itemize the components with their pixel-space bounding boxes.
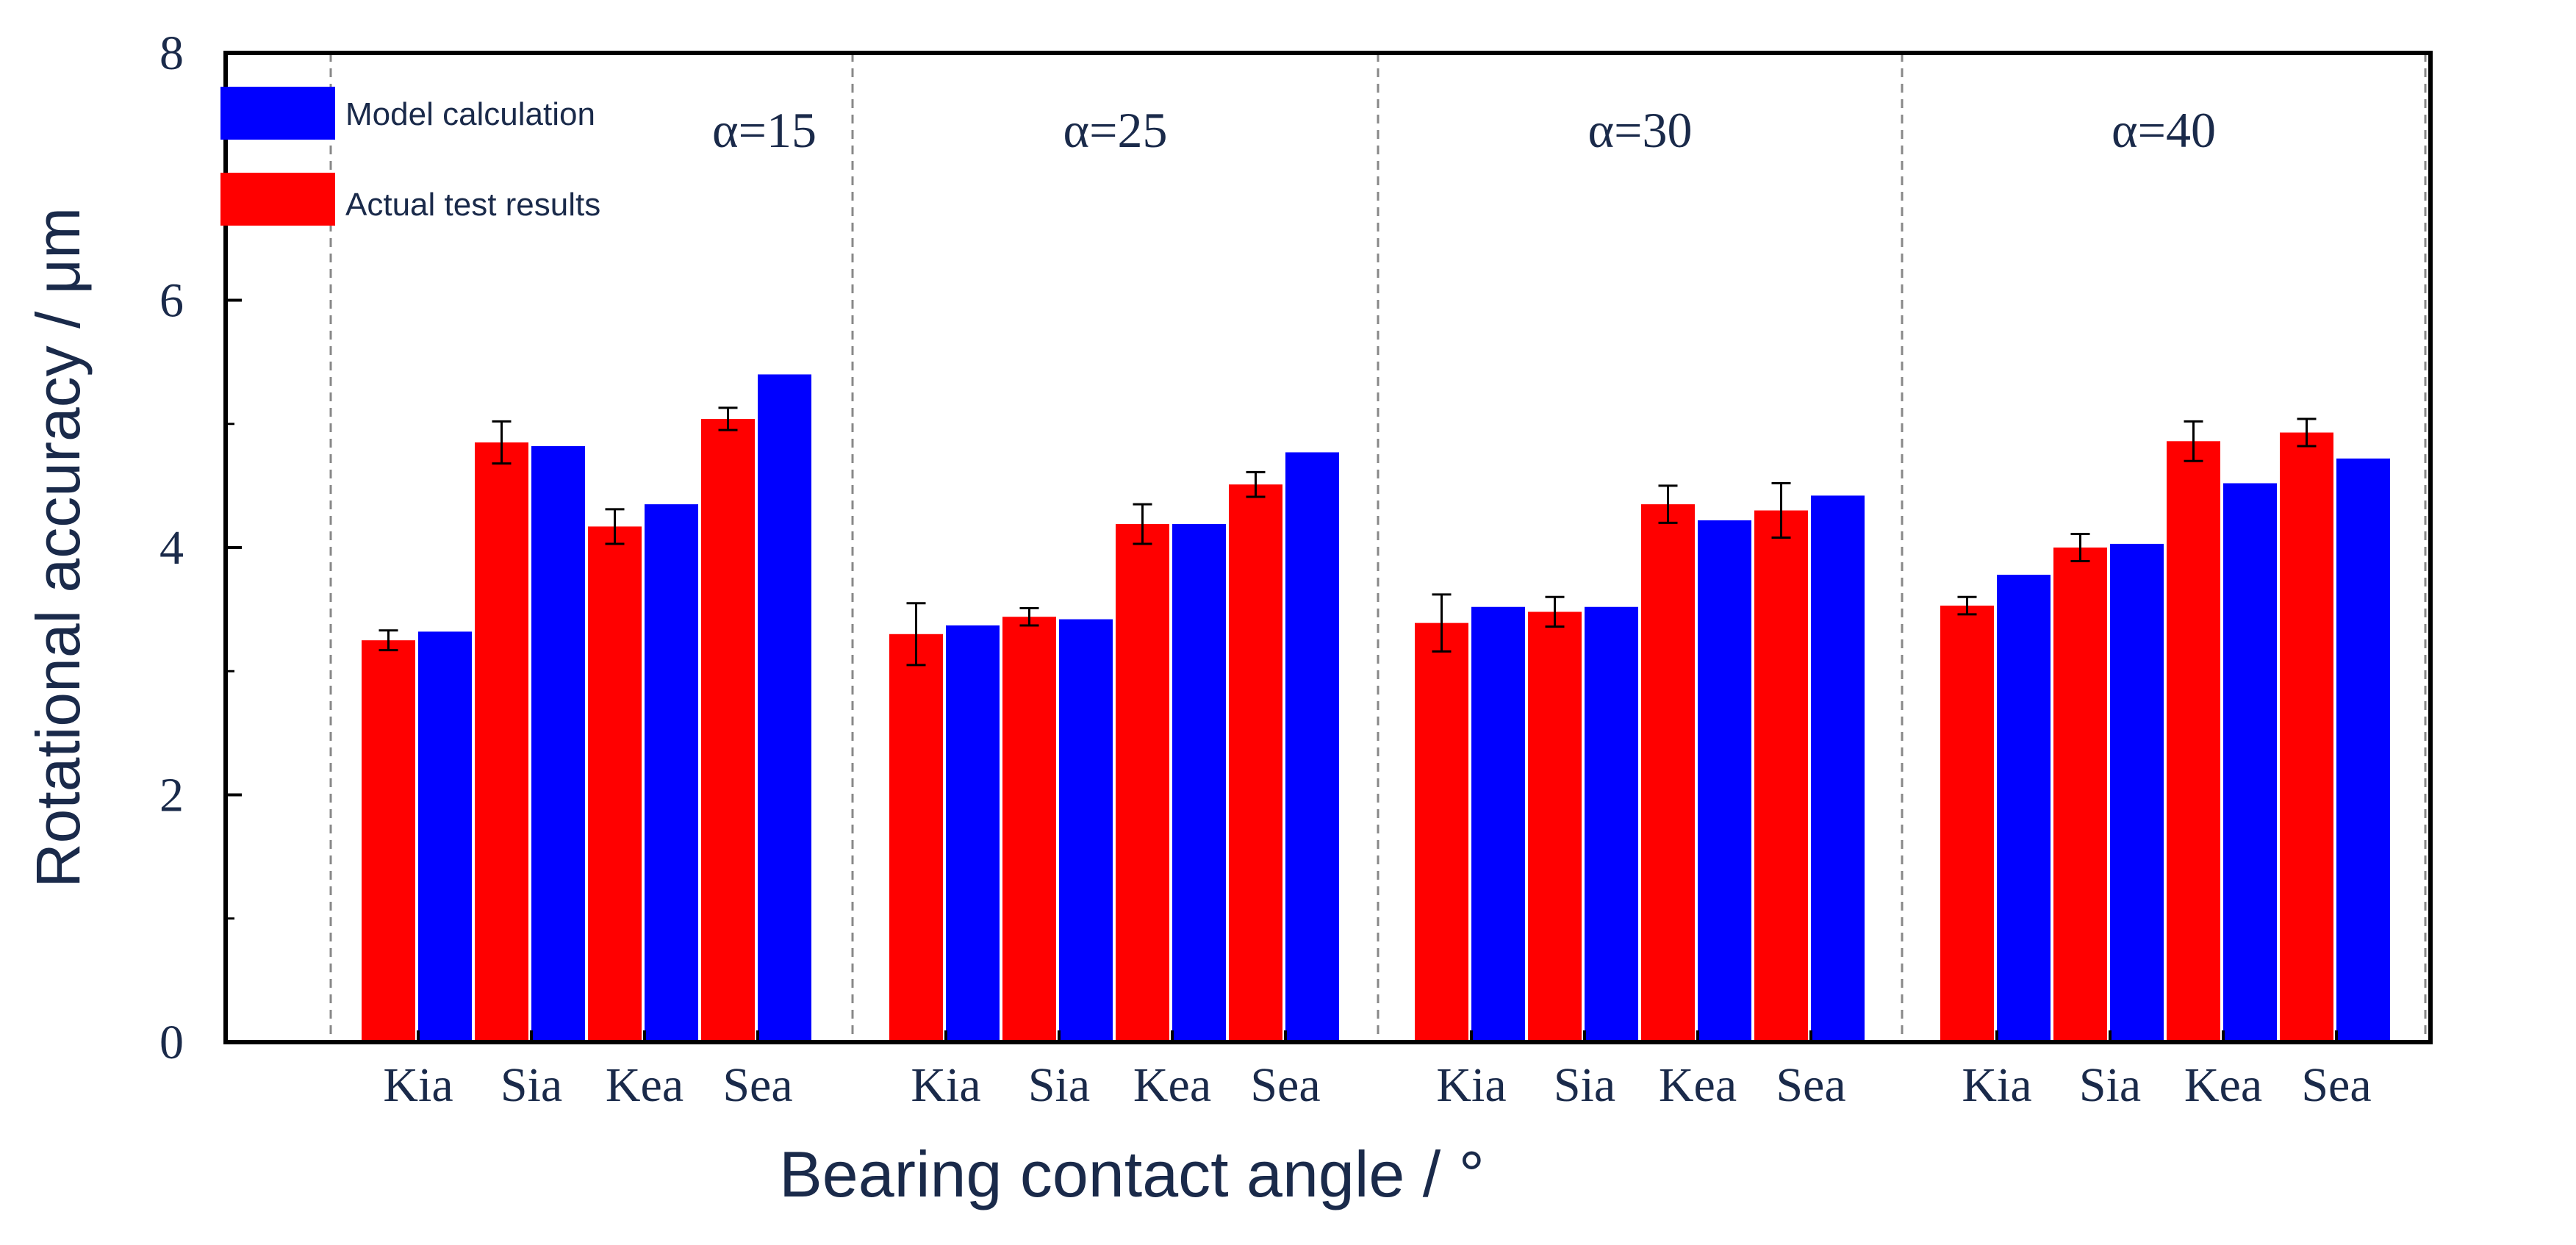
- x-tick-label-sea-alpha-25: Sea: [1250, 1058, 1320, 1112]
- bar-model-kia-alpha-40: [1997, 575, 2051, 1042]
- group-separators: [329, 53, 2427, 1042]
- x-axis: Kia Sia Kea Sea Kia Sia Kea Sea Kia Sia Kea Sea Kia S…: [383, 1030, 2372, 1112]
- y-tick-label-2: 2: [159, 769, 184, 822]
- x-tick-label-sia-alpha-30: Sia: [1554, 1058, 1615, 1112]
- x-tick-label-sia-alpha-40: Sia: [2079, 1058, 2141, 1112]
- x-tick-label-kea-alpha-25: Kea: [1133, 1058, 1211, 1112]
- x-tick-label-sia-alpha-15: Sia: [501, 1058, 562, 1112]
- bar-actual-sea-alpha-30: [1754, 510, 1808, 1042]
- bar-model-sia-alpha-15: [531, 446, 585, 1042]
- group-labels: α=15 α=25 α=30 α=40: [712, 102, 2216, 158]
- bar-actual-sia-alpha-15: [475, 442, 528, 1042]
- error-bars: [378, 406, 2317, 667]
- bar-model-kia-alpha-25: [946, 625, 1000, 1042]
- bar-actual-kea-alpha-25: [1116, 524, 1169, 1042]
- x-tick-label-kea-alpha-30: Kea: [1659, 1058, 1737, 1112]
- x-tick-label-sea-alpha-15: Sea: [722, 1058, 792, 1112]
- group-label-alpha-40: α=40: [2112, 102, 2216, 158]
- y-tick-label-4: 4: [159, 521, 184, 575]
- x-tick-label-kea-alpha-40: Kea: [2184, 1058, 2262, 1112]
- bar-actual-sea-alpha-40: [2280, 432, 2333, 1042]
- legend: Model calculation Actual test results: [220, 87, 600, 226]
- y-axis-title: Rotational accuracy / μm: [24, 207, 93, 888]
- bar-marks: [362, 374, 2390, 1042]
- x-tick-label-kia-alpha-15: Kia: [383, 1058, 453, 1112]
- legend-label-actual: Actual test results: [345, 187, 600, 223]
- x-tick-label-sea-alpha-30: Sea: [1776, 1058, 1845, 1112]
- bar-model-sea-alpha-15: [758, 374, 811, 1042]
- legend-label-model: Model calculation: [345, 96, 595, 132]
- x-tick-label-kia-alpha-25: Kia: [911, 1058, 980, 1112]
- y-tick-label-6: 6: [159, 274, 184, 328]
- bar-model-sia-alpha-25: [1059, 619, 1113, 1042]
- bar-actual-sia-alpha-25: [1002, 617, 1056, 1042]
- group-label-alpha-25: α=25: [1063, 102, 1168, 158]
- bar-model-sea-alpha-30: [1811, 495, 1865, 1042]
- bar-model-sia-alpha-30: [1585, 606, 1638, 1042]
- x-tick-label-kia-alpha-30: Kia: [1436, 1058, 1506, 1112]
- y-tick-label-8: 8: [159, 26, 184, 80]
- bar-actual-kia-alpha-25: [889, 634, 943, 1042]
- bar-model-kia-alpha-30: [1471, 606, 1525, 1042]
- y-axis: 0 2 4 6 8: [159, 26, 242, 1069]
- bar-model-kea-alpha-25: [1172, 524, 1226, 1042]
- x-tick-label-kea-alpha-15: Kea: [606, 1058, 684, 1112]
- bar-model-kea-alpha-30: [1698, 520, 1751, 1042]
- x-tick-label-sea-alpha-40: Sea: [2301, 1058, 2371, 1112]
- bar-actual-sia-alpha-30: [1528, 611, 1582, 1042]
- bar-actual-kea-alpha-15: [588, 526, 642, 1042]
- bar-actual-sia-alpha-40: [2053, 548, 2107, 1042]
- y-tick-label-0: 0: [159, 1016, 184, 1069]
- x-tick-label-sia-alpha-25: Sia: [1028, 1058, 1090, 1112]
- x-axis-title: Bearing contact angle / °: [779, 1138, 1485, 1210]
- x-tick-label-kia-alpha-40: Kia: [1962, 1058, 2031, 1112]
- bar-actual-kea-alpha-40: [2167, 441, 2220, 1042]
- bar-model-kea-alpha-40: [2223, 483, 2277, 1042]
- group-label-alpha-15: α=15: [712, 102, 817, 158]
- bar-actual-kia-alpha-15: [362, 640, 415, 1042]
- bar-model-sia-alpha-40: [2110, 543, 2164, 1042]
- bar-actual-sea-alpha-15: [701, 419, 755, 1042]
- bar-actual-sea-alpha-25: [1229, 484, 1282, 1042]
- bar-actual-kia-alpha-40: [1940, 606, 1994, 1042]
- bar-actual-kea-alpha-30: [1641, 504, 1695, 1042]
- bar-model-sea-alpha-40: [2336, 458, 2390, 1042]
- bar-model-kia-alpha-15: [418, 631, 472, 1042]
- legend-swatch-actual: [220, 173, 335, 226]
- group-label-alpha-30: α=30: [1588, 102, 1693, 158]
- bar-model-sea-alpha-25: [1285, 452, 1339, 1042]
- legend-swatch-model: [220, 87, 335, 140]
- bar-actual-kia-alpha-30: [1415, 622, 1468, 1042]
- bar-model-kea-alpha-15: [645, 504, 698, 1042]
